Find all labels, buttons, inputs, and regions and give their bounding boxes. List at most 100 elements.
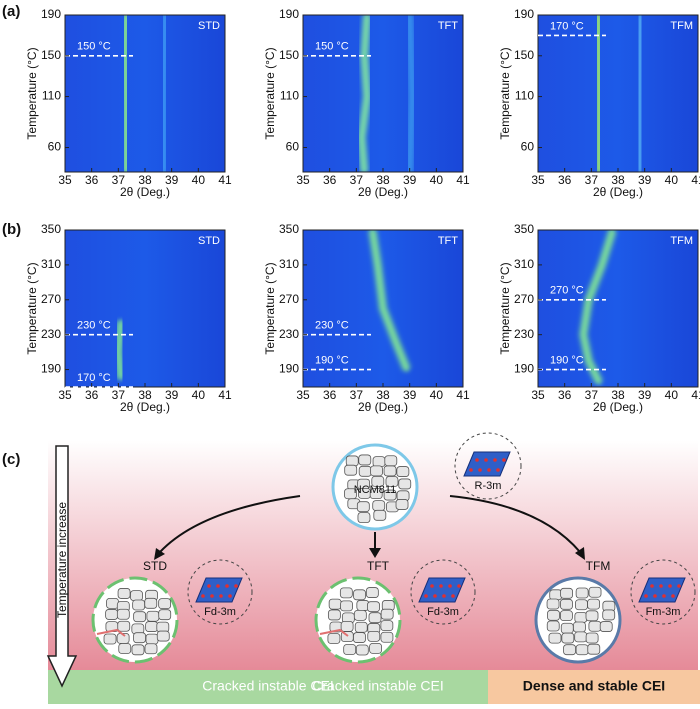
footer-label: Dense and stable CEI xyxy=(523,678,665,694)
atom xyxy=(457,584,461,588)
x-tick-label: 37 xyxy=(112,173,126,187)
atom xyxy=(210,594,214,598)
x-tick-label: 35 xyxy=(296,388,310,402)
grain xyxy=(116,608,130,620)
x-tick-label: 38 xyxy=(138,173,152,187)
annotation-label: 190 °C xyxy=(315,354,349,366)
grain xyxy=(144,643,158,655)
atom xyxy=(496,468,500,472)
x-tick-label: 37 xyxy=(585,173,599,187)
atom xyxy=(439,584,443,588)
atom xyxy=(448,584,452,588)
heatmap-background xyxy=(303,15,463,172)
grain xyxy=(395,499,409,510)
grain xyxy=(371,475,385,487)
grain xyxy=(575,587,589,599)
grain xyxy=(373,509,387,521)
x-tick-label: 40 xyxy=(430,173,444,187)
y-axis-label: Temperature (°C) xyxy=(263,262,277,354)
y-tick-label: 150 xyxy=(514,48,534,62)
x-tick-label: 40 xyxy=(192,388,206,402)
x-axis-label: 2θ (Deg.) xyxy=(120,400,170,414)
grain xyxy=(145,621,159,632)
x-axis-label: 2θ (Deg.) xyxy=(358,185,408,199)
atom xyxy=(225,584,229,588)
y-tick-label: 190 xyxy=(41,362,61,376)
x-tick-label: 41 xyxy=(691,173,700,187)
heatmap: 150 °C TFT 35 36 37 38 39 40 41 60 110 150 190 2θ (De… xyxy=(263,7,470,199)
ridges xyxy=(356,15,418,172)
phase-label: R-3m xyxy=(475,480,502,492)
grain xyxy=(340,621,354,632)
grain xyxy=(106,597,119,609)
x-tick-label: 38 xyxy=(376,388,390,402)
panel-label: (a) xyxy=(2,3,20,20)
grain xyxy=(358,454,372,466)
chart-label: TFT xyxy=(438,20,458,32)
y-tick-label: 310 xyxy=(279,257,299,271)
x-tick-label: 41 xyxy=(456,173,470,187)
arrow-head xyxy=(154,548,165,560)
particle xyxy=(314,576,402,664)
grain xyxy=(327,609,341,621)
annotation-label: 150 °C xyxy=(77,41,111,53)
x-tick-label: 35 xyxy=(296,173,310,187)
y-axis-label: Temperature (°C) xyxy=(498,262,512,354)
y-axis-label: Temperature (°C) xyxy=(25,47,39,139)
x-tick-label: 37 xyxy=(585,388,599,402)
atom xyxy=(650,584,654,588)
grain xyxy=(343,644,357,655)
x-tick-label: 39 xyxy=(403,173,417,187)
x-axis-label: 2θ (Deg.) xyxy=(593,400,643,414)
grain xyxy=(563,644,576,656)
ridge xyxy=(359,15,369,172)
grain xyxy=(117,620,131,632)
y-tick-label: 230 xyxy=(514,327,534,341)
x-tick-label: 38 xyxy=(611,388,625,402)
grain xyxy=(548,632,562,644)
x-tick-label: 36 xyxy=(323,173,337,187)
atom xyxy=(430,584,434,588)
y-tick-label: 190 xyxy=(279,7,299,21)
grain xyxy=(380,620,394,632)
grain xyxy=(560,587,573,599)
grain xyxy=(156,621,170,633)
phase-label: Fd-3m xyxy=(204,606,236,618)
footer-bar xyxy=(48,670,488,704)
atom xyxy=(671,594,675,598)
grain xyxy=(368,612,382,624)
x-tick-label: 41 xyxy=(456,388,470,402)
atom xyxy=(653,594,657,598)
ridges xyxy=(119,15,170,172)
y-tick-label: 230 xyxy=(41,327,61,341)
grain xyxy=(385,476,399,487)
grain xyxy=(367,630,381,642)
grain xyxy=(353,609,367,621)
grain xyxy=(396,466,410,477)
y-tick-label: 110 xyxy=(515,89,534,103)
x-tick-label: 36 xyxy=(558,173,572,187)
grain xyxy=(560,622,574,634)
heatmap: 150 °C STD 35 36 37 38 39 40 41 60 110 150 190 2θ (De… xyxy=(25,7,232,199)
chart-label: STD xyxy=(198,20,220,32)
grain xyxy=(547,609,560,621)
x-tick-label: 36 xyxy=(558,388,572,402)
arrow xyxy=(46,445,78,688)
grain xyxy=(602,609,616,621)
grain xyxy=(372,456,386,468)
atom xyxy=(228,594,232,598)
ridges xyxy=(593,15,646,172)
ridge xyxy=(116,319,123,381)
grain xyxy=(383,489,397,501)
y-tick-label: 60 xyxy=(521,140,535,154)
footer-label: Cracked instable CEI xyxy=(202,678,334,694)
grain xyxy=(130,590,143,601)
ridge xyxy=(637,15,643,172)
ridges xyxy=(367,230,412,372)
x-tick-label: 36 xyxy=(323,388,337,402)
y-tick-label: 270 xyxy=(279,292,299,306)
node-label: TFT xyxy=(367,559,390,573)
heatmap: 230 °C 170 °C STD 35 36 37 38 39 40 41 190 230 270 31… xyxy=(25,222,232,414)
grain xyxy=(146,610,160,622)
